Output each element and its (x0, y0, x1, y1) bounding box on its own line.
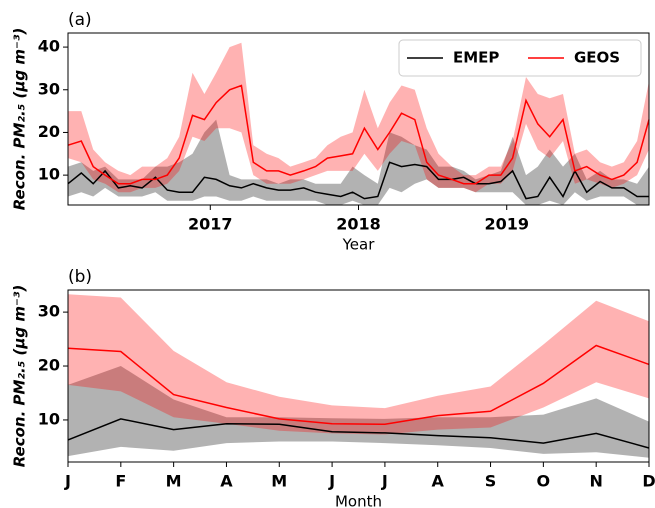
y-tick-label: 20 (38, 356, 60, 375)
panel-label: (b) (68, 267, 92, 287)
x-tick-label: N (589, 472, 602, 491)
legend-label: GEOS (574, 49, 620, 67)
y-tick-label: 10 (38, 165, 60, 184)
x-tick-label: 2018 (336, 215, 381, 234)
y-axis-label: Recon. PM₂.₅ (μg m⁻³) (11, 285, 29, 468)
x-axis-label: Month (335, 493, 382, 508)
y-tick-label: 40 (38, 37, 60, 56)
y-axis-label: Recon. PM₂.₅ (μg m⁻³) (11, 28, 29, 211)
x-axis-label: Year (342, 236, 376, 254)
panel-label: (a) (68, 10, 92, 30)
x-tick-label: J (64, 472, 71, 491)
y-tick-label: 20 (38, 122, 60, 141)
x-tick-label: A (220, 472, 233, 491)
x-tick-label: M (166, 472, 182, 491)
x-tick-label: A (432, 472, 445, 491)
x-tick-label: J (328, 472, 335, 491)
y-tick-label: 10 (38, 409, 60, 428)
x-tick-label: O (537, 472, 551, 491)
x-tick-label: M (271, 472, 287, 491)
x-tick-label: S (485, 472, 497, 491)
x-tick-label: D (642, 472, 655, 491)
x-tick-label: J (381, 472, 388, 491)
x-tick-label: F (115, 472, 126, 491)
y-tick-label: 30 (38, 302, 60, 321)
x-tick-label: 2017 (188, 215, 233, 234)
y-tick-label: 30 (38, 79, 60, 98)
legend-label: EMEP (453, 49, 499, 67)
x-tick-label: 2019 (484, 215, 529, 234)
